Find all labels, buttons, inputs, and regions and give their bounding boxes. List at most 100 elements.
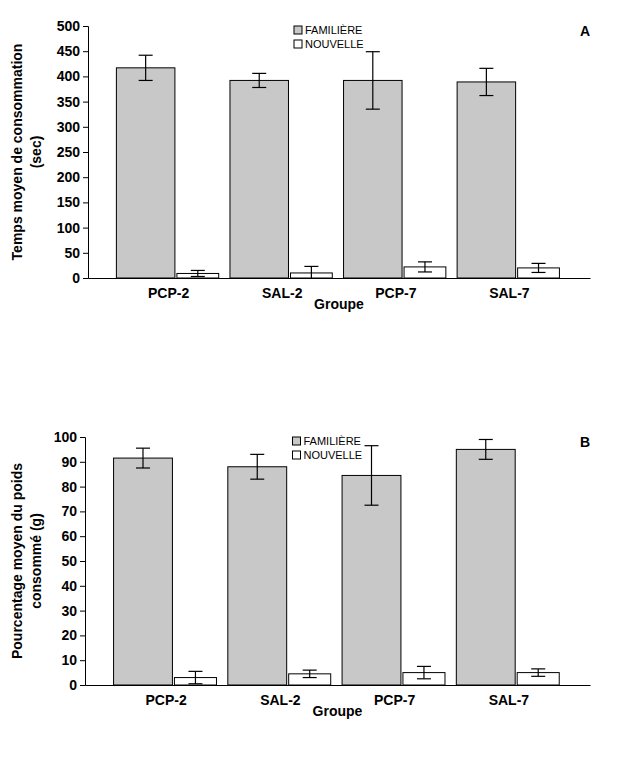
bar <box>457 82 516 278</box>
y-axis-title: Temps moyen de consommation <box>9 44 25 261</box>
error-cap <box>139 55 153 56</box>
legend-swatch <box>293 451 301 459</box>
tick-label: PCP-2 <box>148 285 189 301</box>
error-bar <box>532 263 546 272</box>
y-axis-title: consommé (g) <box>28 513 44 609</box>
tick: 10 <box>61 652 85 668</box>
tick-mark <box>83 102 88 103</box>
tick-label: SAL-2 <box>260 692 301 708</box>
bar <box>456 449 515 685</box>
error-cap <box>191 270 205 271</box>
error-line <box>423 666 424 678</box>
error-line <box>142 448 143 468</box>
error-bar <box>418 262 432 272</box>
tick-mark <box>80 561 85 562</box>
tick: 70 <box>61 503 85 519</box>
tick: 100 <box>57 220 88 236</box>
tick: 50 <box>61 553 85 569</box>
x-axis-title: Groupe <box>313 703 363 719</box>
error-cap <box>479 439 493 440</box>
tick: 350 <box>57 94 88 110</box>
error-cap <box>479 68 493 69</box>
tick-mark <box>80 685 85 686</box>
tick-mark <box>80 586 85 587</box>
error-cap <box>303 670 317 671</box>
tick: 250 <box>57 144 88 160</box>
error-cap <box>365 445 379 446</box>
tick-label: 0 <box>72 270 80 286</box>
error-cap <box>531 676 545 677</box>
chart-title: A <box>580 23 590 39</box>
tick-label: 150 <box>57 194 81 210</box>
series <box>174 666 559 685</box>
tick-label: 20 <box>61 627 77 643</box>
error-cap <box>479 459 493 460</box>
tick-mark <box>83 76 88 77</box>
tick: 450 <box>57 43 88 59</box>
legend-label: NOUVELLE <box>304 449 363 461</box>
y-axis: 050100150200250300350400450500 <box>57 18 89 286</box>
error-line <box>311 266 312 278</box>
tick-mark <box>80 462 85 463</box>
bar <box>342 475 401 685</box>
error-line <box>371 446 372 506</box>
error-bar <box>417 666 431 678</box>
chart: 050100150200250300350400450500PCP-2SAL-2… <box>9 18 591 312</box>
error-bar <box>365 446 379 506</box>
legend-swatch <box>294 40 302 48</box>
plot-area <box>114 439 560 685</box>
tick-mark <box>80 611 85 612</box>
tick-label: 100 <box>54 429 78 445</box>
error-bar <box>304 266 318 278</box>
tick: SAL-7 <box>489 685 530 708</box>
tick-mark <box>80 511 85 512</box>
chart: 0102030405060708090100PCP-2SAL-2PCP-7SAL… <box>9 429 591 719</box>
bar <box>344 80 403 278</box>
error-cap <box>250 454 264 455</box>
error-line <box>372 52 373 109</box>
tick-mark <box>80 437 85 438</box>
error-bar <box>479 68 493 95</box>
error-line <box>309 670 310 677</box>
tick-mark <box>83 278 88 279</box>
error-cap <box>252 87 266 88</box>
error-line <box>145 55 146 80</box>
tick-label: 40 <box>61 578 77 594</box>
error-line <box>195 671 196 683</box>
tick-label: 100 <box>57 220 81 236</box>
tick-mark <box>83 152 88 153</box>
error-cap <box>250 479 264 480</box>
tick: 40 <box>61 578 85 594</box>
tick-label: 50 <box>64 245 80 261</box>
tick: 80 <box>61 479 85 495</box>
error-bar <box>250 454 264 479</box>
bar <box>228 467 287 685</box>
legend-swatch <box>294 26 302 34</box>
series <box>116 52 515 278</box>
axis-line <box>80 438 86 686</box>
error-cap <box>366 51 380 52</box>
tick-label: SAL-7 <box>489 692 530 708</box>
axis-line <box>89 278 591 279</box>
error-bar <box>479 439 493 459</box>
tick: 90 <box>61 454 85 470</box>
error-line <box>259 73 260 87</box>
tick-label: SAL-7 <box>489 285 530 301</box>
tick-mark <box>83 51 88 52</box>
error-bar <box>188 671 202 683</box>
tick-mark <box>83 127 88 128</box>
tick-label: 90 <box>61 454 77 470</box>
tick-mark <box>83 253 88 254</box>
error-cap <box>531 668 545 669</box>
tick-label: PCP-7 <box>374 692 415 708</box>
plot-area <box>116 52 559 278</box>
error-cap <box>136 467 150 468</box>
tick: 200 <box>57 169 88 185</box>
error-line <box>257 454 258 479</box>
tick-label: 200 <box>57 169 81 185</box>
tick-label: 30 <box>61 603 77 619</box>
tick: SAL-2 <box>262 278 303 301</box>
tick: 400 <box>57 68 88 84</box>
legend-swatch <box>293 437 301 445</box>
error-cap <box>418 261 432 262</box>
